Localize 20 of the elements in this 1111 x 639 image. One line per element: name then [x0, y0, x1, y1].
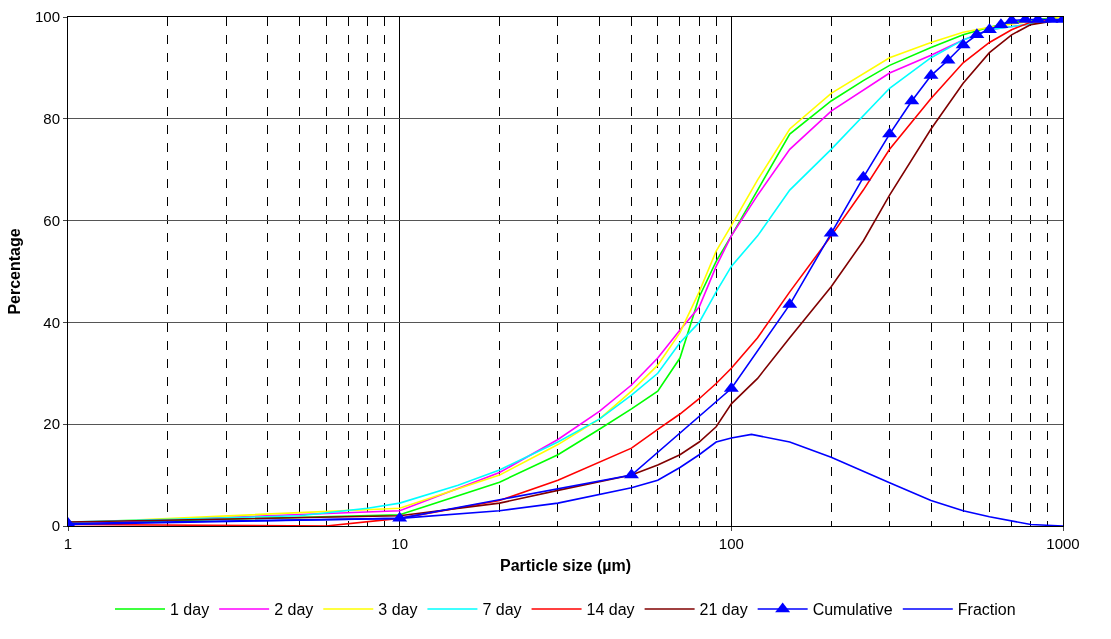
legend-label: 21 day	[699, 601, 748, 619]
legend-label: 3 day	[378, 601, 418, 619]
y-tick-label: 0	[51, 517, 60, 535]
y-tick-label: 60	[43, 211, 60, 229]
x-tick-label: 10	[391, 535, 409, 552]
legend-label: 1 day	[170, 601, 210, 619]
x-tick-label: 1	[63, 535, 73, 552]
y-tick-label: 40	[43, 313, 60, 331]
legend-label: Cumulative	[812, 601, 893, 619]
y-tick-label: 80	[43, 110, 60, 128]
x-tick-label: 1000	[1046, 535, 1080, 552]
legend-label: Fraction	[957, 601, 1016, 619]
legend-label: 2 day	[274, 601, 314, 619]
y-axis-title: Percentage	[5, 228, 23, 315]
x-axis-title: Particle size (µm)	[499, 556, 632, 574]
legend-label: 7 day	[482, 601, 522, 619]
x-tick-label: 100	[718, 535, 744, 552]
y-tick-label: 100	[34, 8, 60, 26]
y-tick-label: 20	[43, 415, 60, 433]
legend-label: 14 day	[586, 601, 635, 619]
